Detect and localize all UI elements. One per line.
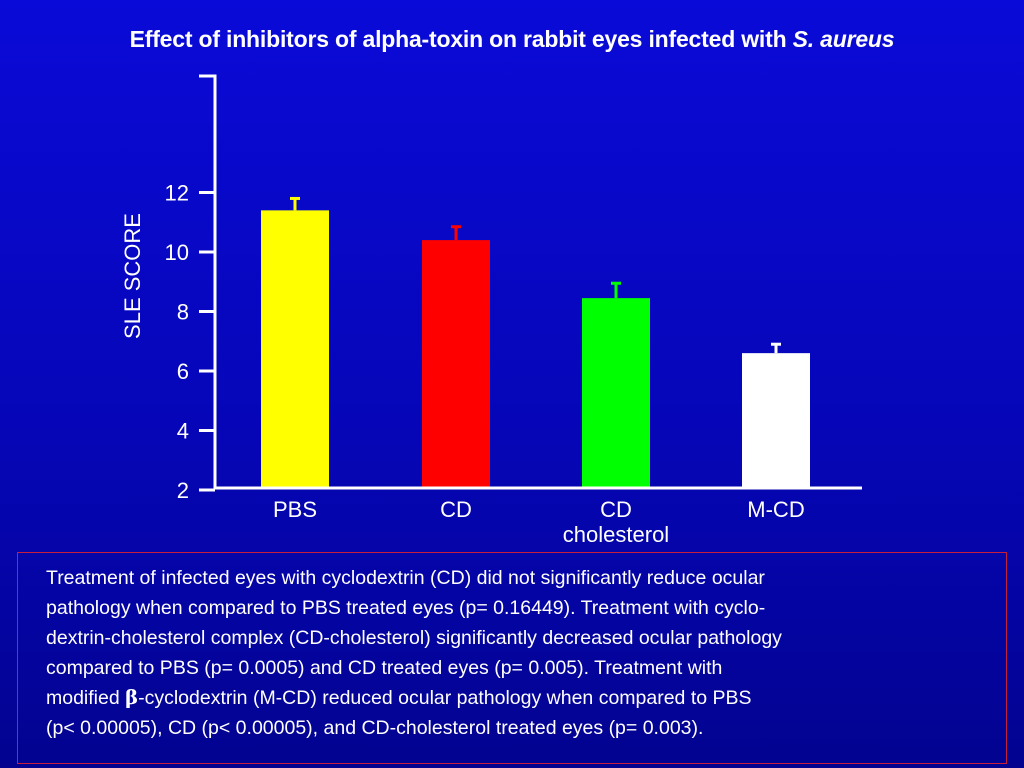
- y-tick-label: 2: [177, 478, 189, 503]
- y-tick-label: 4: [177, 419, 189, 444]
- beta-symbol: β: [125, 686, 139, 709]
- note-line-5: modified β-cyclodextrin (M-CD) reduced o…: [46, 686, 752, 710]
- x-tick-label: M-CD: [747, 497, 804, 522]
- x-tick-label: PBS: [273, 497, 317, 522]
- y-tick-label: 10: [165, 240, 189, 265]
- y-axis-label: SLE SCORE: [120, 213, 145, 339]
- x-tick-label: CD: [600, 497, 632, 522]
- bar: [742, 353, 810, 487]
- chart-title-organism: S. aureus: [792, 26, 895, 52]
- note-line-4: compared to PBS (p= 0.0005) and CD treat…: [46, 657, 723, 679]
- note-line-1: Treatment of infected eyes with cyclodex…: [46, 567, 765, 589]
- bar: [261, 210, 329, 487]
- y-tick-label: 8: [177, 300, 189, 325]
- bar: [582, 298, 650, 487]
- y-tick-label: 12: [165, 181, 189, 206]
- y-tick-label: 6: [177, 359, 189, 384]
- note-line-5-end: -cyclodextrin (M-CD) reduced ocular path…: [138, 687, 752, 709]
- note-box: Treatment of infected eyes with cyclodex…: [17, 552, 1007, 764]
- x-tick-label: cholesterol: [563, 522, 669, 547]
- note-line-6: (p< 0.00005), CD (p< 0.00005), and CD-ch…: [46, 717, 704, 739]
- bar: [422, 240, 490, 487]
- note-line-3: dextrin-cholesterol complex (CD-choleste…: [46, 627, 782, 649]
- note-line-5-start: modified: [46, 687, 126, 709]
- chart-title: Effect of inhibitors of alpha-toxin on r…: [0, 26, 1024, 53]
- x-tick-label: CD: [440, 497, 472, 522]
- chart-title-main: Effect of inhibitors of alpha-toxin on r…: [129, 26, 793, 52]
- note-line-2: pathology when compared to PBS treated e…: [46, 597, 766, 619]
